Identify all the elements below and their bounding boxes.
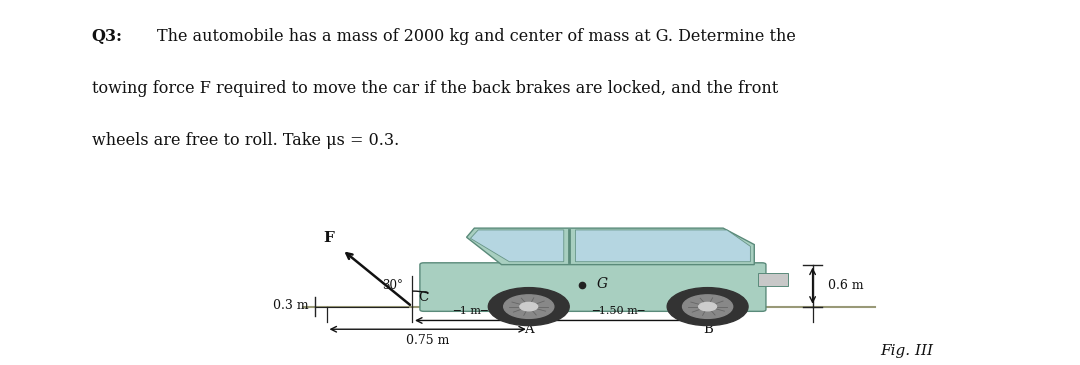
Text: The automobile has a mass of 2000 kg and center of mass at G. Determine the: The automobile has a mass of 2000 kg and… (157, 28, 796, 45)
Circle shape (503, 295, 554, 318)
Text: ─1 m─: ─1 m─ (454, 306, 488, 316)
Polygon shape (471, 230, 564, 262)
Circle shape (667, 288, 748, 326)
Circle shape (699, 303, 716, 311)
Text: Fig. III: Fig. III (880, 344, 933, 358)
Text: Q3:: Q3: (92, 28, 123, 45)
FancyBboxPatch shape (420, 263, 766, 311)
Polygon shape (576, 230, 751, 262)
Text: wheels are free to roll. Take μs = 0.3.: wheels are free to roll. Take μs = 0.3. (92, 132, 399, 149)
Text: 30°: 30° (382, 279, 403, 292)
Text: C: C (418, 291, 429, 304)
Text: ─1.50 m─: ─1.50 m─ (592, 306, 645, 316)
Bar (758, 273, 787, 285)
Text: A: A (524, 323, 534, 336)
Text: B: B (703, 323, 713, 336)
Text: 0.75 m: 0.75 m (406, 334, 449, 347)
Circle shape (519, 303, 538, 311)
Text: 0.6 m: 0.6 m (828, 279, 864, 292)
Text: towing force F required to move the car if the back brakes are locked, and the f: towing force F required to move the car … (92, 80, 778, 97)
Text: G: G (596, 277, 608, 291)
Text: 0.3 m: 0.3 m (273, 299, 309, 312)
Text: F: F (324, 231, 335, 245)
Circle shape (683, 295, 732, 318)
Circle shape (488, 288, 569, 326)
Polygon shape (467, 228, 754, 265)
